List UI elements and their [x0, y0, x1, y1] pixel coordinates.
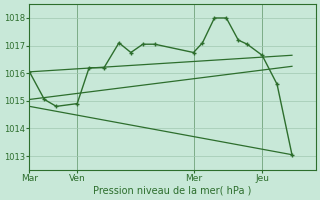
X-axis label: Pression niveau de la mer( hPa ): Pression niveau de la mer( hPa )	[93, 186, 252, 196]
